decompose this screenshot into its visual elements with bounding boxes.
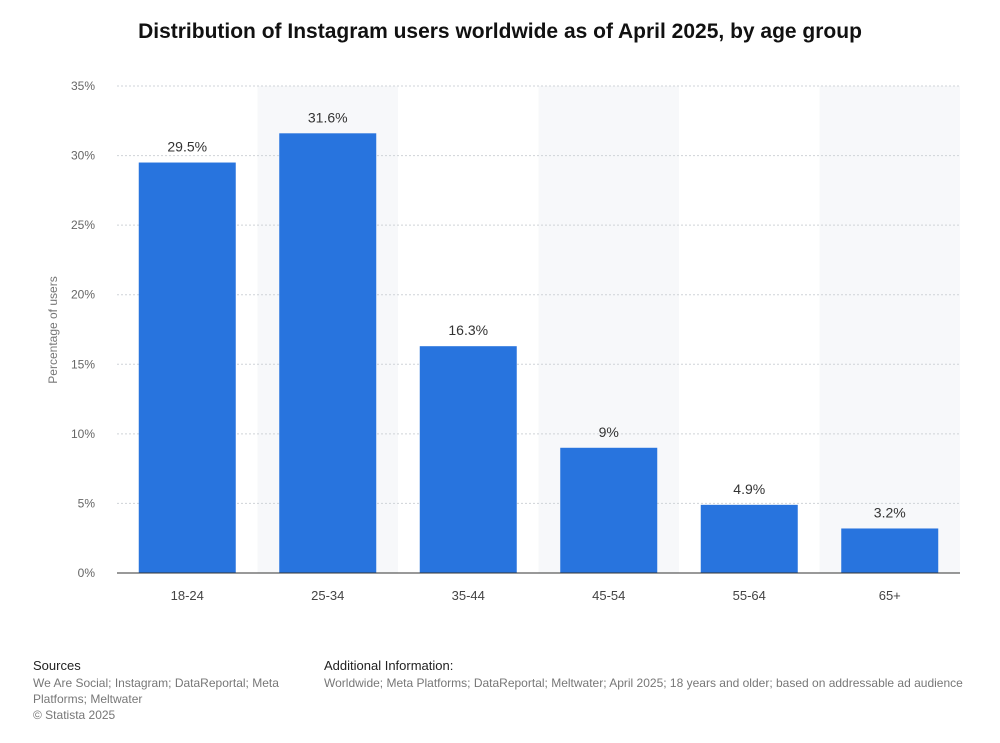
x-tick-label: 65+: [879, 588, 901, 603]
sources-block: Sources We Are Social; Instagram; DataRe…: [33, 658, 303, 723]
bar-18-24[interactable]: [138, 162, 236, 573]
bar-35-44[interactable]: [419, 346, 517, 573]
x-tick-label: 25-34: [311, 588, 344, 603]
y-tick-label: 10%: [71, 427, 95, 441]
chart-title: Distribution of Instagram users worldwid…: [138, 20, 862, 43]
y-tick-label: 15%: [71, 357, 95, 371]
y-tick-label: 25%: [71, 218, 95, 232]
additional-info-text: Worldwide; Meta Platforms; DataReportal;…: [324, 676, 963, 690]
data-label: 31.6%: [308, 109, 348, 125]
x-tick-label: 35-44: [452, 588, 485, 603]
x-tick-label: 55-64: [733, 588, 766, 603]
bar-25-34[interactable]: [279, 133, 377, 573]
data-label: 9%: [599, 424, 619, 440]
bar-chart: 0% 5% 10% 15% 20% 25% 30% 35% 29.5% 31.6% 16.3% 9%…: [46, 79, 960, 603]
bar-65+[interactable]: [841, 528, 939, 573]
y-tick-label: 35%: [71, 79, 95, 93]
copyright-text: © Statista 2025: [33, 708, 116, 722]
sources-heading: Sources: [33, 658, 81, 673]
bar-45-54[interactable]: [560, 447, 658, 573]
data-label: 4.9%: [733, 481, 765, 497]
y-tick-label: 30%: [71, 149, 95, 163]
x-tick-label: 18-24: [171, 588, 204, 603]
y-tick-label: 0%: [78, 566, 96, 580]
data-label: 29.5%: [167, 139, 207, 155]
sources-line: Platforms; Meltwater: [33, 692, 143, 706]
y-tick-label: 5%: [78, 496, 96, 510]
x-tick-label: 45-54: [592, 588, 625, 603]
additional-info-heading: Additional Information:: [324, 658, 454, 673]
data-label: 16.3%: [448, 322, 488, 338]
y-axis-label: Percentage of users: [46, 276, 60, 383]
additional-info-block: Additional Information: Worldwide; Meta …: [324, 658, 994, 691]
data-label: 3.2%: [874, 504, 906, 520]
plot-band: [819, 86, 960, 573]
y-tick-label: 20%: [71, 288, 95, 302]
sources-line: We Are Social; Instagram; DataReportal; …: [33, 676, 279, 690]
bar-55-64[interactable]: [700, 504, 798, 573]
